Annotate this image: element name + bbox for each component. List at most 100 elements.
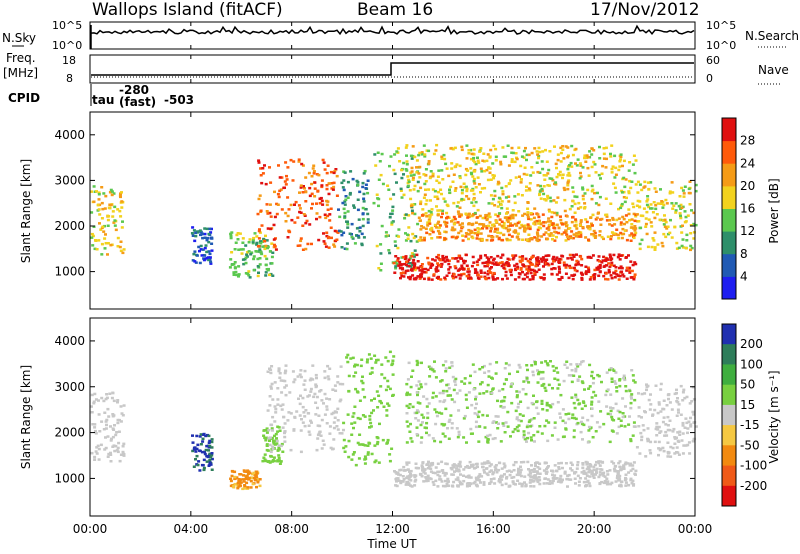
range-cell [462,479,466,483]
range-cell [538,462,542,465]
range-cell [661,446,665,450]
range-cell [229,234,233,237]
range-cell [653,187,657,190]
range-cell [487,234,491,238]
range-cell [478,473,482,476]
range-cell [232,271,236,274]
range-cell [321,203,325,206]
range-cell [265,428,269,432]
range-cell [592,149,596,152]
range-cell [453,470,456,473]
range-cell [343,211,347,215]
range-cell [518,471,522,474]
range-cell [333,245,337,248]
range-cell [446,427,449,430]
range-cell [245,481,249,485]
range-cell [402,465,406,469]
range-cell [276,203,280,206]
range-cell [210,438,214,441]
y-tick-label: 2000 [54,426,85,440]
range-cell [387,249,391,252]
range-cell [271,415,275,419]
range-cell [458,460,462,464]
range-cell [337,208,340,211]
range-cell [551,234,555,237]
range-cell [278,189,282,193]
range-cell [454,478,458,481]
range-cell [570,374,574,377]
range-cell [257,245,261,248]
range-cell [91,234,95,238]
range-cell [353,365,356,368]
range-cell [498,461,502,465]
range-cell [678,212,682,215]
range-cell [102,428,106,431]
range-cell [415,426,419,429]
range-cell [544,389,548,392]
range-cell [593,273,597,276]
range-cell [457,409,461,412]
range-cell [564,231,568,234]
range-cell [476,415,480,419]
range-cell [527,187,531,190]
range-cell [116,450,120,454]
range-cell [540,160,544,163]
range-cell [243,487,247,490]
range-cell [493,278,497,281]
range-cell [411,261,415,264]
range-cell [573,273,577,277]
range-cell [530,256,534,259]
range-cell [510,401,514,405]
range-cell [559,160,563,163]
range-cell [499,256,503,259]
range-cell [604,272,608,275]
range-cell [694,223,698,227]
range-cell [330,182,334,185]
range-cell [671,207,675,210]
range-cell [233,477,237,481]
range-cell [576,463,580,467]
range-cell [546,363,550,367]
range-cell [551,387,554,390]
range-cell [193,239,197,243]
range-cell [480,475,484,478]
range-cell [248,276,252,279]
range-cell [407,478,411,481]
range-cell [482,364,486,368]
range-cell [605,219,609,222]
range-cell [273,420,277,423]
range-cell [485,225,489,228]
range-cell [659,202,663,205]
range-cell [93,458,97,461]
range-cell [462,474,465,477]
range-cell [605,389,609,393]
range-cell [653,440,657,444]
range-cell [370,452,374,456]
range-cell [616,409,620,413]
range-cell [561,173,565,176]
range-cell [618,384,622,388]
range-cell [495,471,499,474]
range-cell [386,359,390,363]
range-cell [684,215,688,219]
range-cell [576,378,580,381]
range-cell [633,233,637,237]
range-cell [281,379,285,382]
range-cell [93,426,97,429]
range-cell [350,458,354,461]
range-cell [374,459,378,462]
range-cell [586,479,590,483]
range-cell [628,266,632,270]
range-cell [475,478,479,482]
range-cell [278,462,282,465]
range-cell [567,171,571,175]
range-cell [472,180,476,183]
range-cell [489,463,493,466]
range-cell [508,473,512,477]
range-cell [663,218,667,222]
range-cell [602,147,606,150]
range-cell [412,236,416,240]
range-cell [621,415,625,419]
range-cell [301,224,305,227]
range-cell [315,448,319,452]
